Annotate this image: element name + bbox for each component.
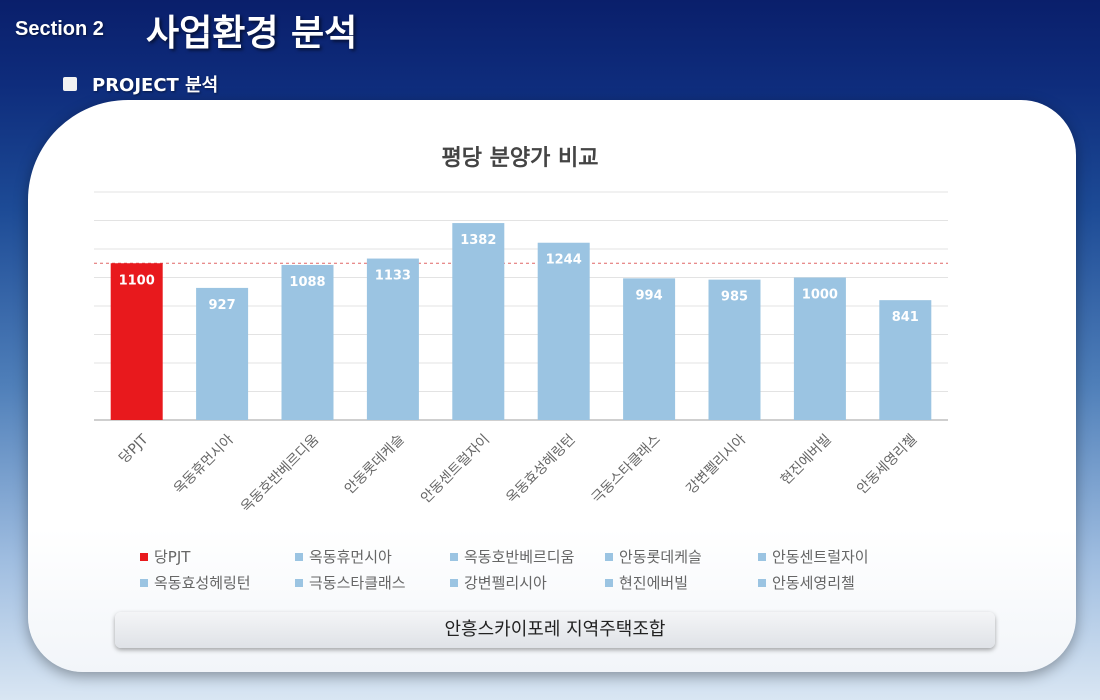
data-label: 927 [209,298,236,313]
x-tick-label: 안동세영리첼 [854,432,920,498]
legend-swatch [450,578,458,587]
bar [196,287,249,420]
data-label: 985 [721,290,748,305]
legend-swatch [450,552,458,561]
legend-swatch [295,552,303,561]
legend-item: 현진에버빌 [605,572,688,593]
legend-swatch [758,552,766,561]
legend-label: 안동센트럴자이 [772,548,869,566]
data-label: 1000 [802,288,838,303]
x-tick-label: 옥동휴먼시아 [171,431,237,497]
legend-swatch [605,552,613,561]
x-tick-label: 극동스타클래스 [589,431,664,506]
legend-item: 당PJT [140,546,190,567]
legend-item: 안동센트럴자이 [758,546,869,567]
bar [879,300,932,420]
legend-swatch [140,552,148,561]
legend-item: 극동스타클래스 [295,572,406,593]
x-tick-label: 당PJT [116,431,152,467]
bar [793,277,846,420]
data-label: 1244 [546,253,582,268]
legend-item: 옥동휴먼시아 [295,546,392,567]
data-label: 994 [636,288,663,303]
section-label: Section 2 [15,18,104,40]
bar [708,279,761,420]
legend-label: 당PJT [154,548,191,566]
section-title: 사업환경 분석 [146,13,358,54]
x-tick-label: 옥동효성헤링턴 [503,432,578,507]
legend-swatch [758,578,766,587]
data-label: 841 [892,310,919,325]
data-label: 1100 [119,273,155,288]
data-label: 1088 [289,275,325,290]
bar [281,264,334,420]
legend-item: 안동롯데케슬 [605,546,702,567]
legend-label: 옥동호반베르디움 [464,548,575,566]
legend-label: 옥동효성헤링턴 [154,574,251,592]
footer-banner: 안흥스카이포레 지역주택조합 [115,612,995,648]
bar [110,263,163,420]
x-tick-label: 현진에버빌 [778,432,835,489]
bar [623,278,676,420]
x-tick-label: 안동센트럴자이 [418,432,493,507]
legend-swatch [605,578,613,587]
x-tick-label: 안동롯데케슬 [342,431,408,497]
legend-label: 안동롯데케슬 [619,548,702,566]
data-label: 1382 [460,233,496,248]
legend-swatch [295,578,303,587]
legend-swatch [140,578,148,587]
legend-item: 안동세영리첼 [758,572,855,593]
legend-label: 옥동휴먼시아 [309,548,392,566]
square-bullet-icon [63,77,77,91]
legend-label: 안동세영리첼 [772,574,855,592]
data-label: 1133 [375,269,411,284]
x-tick-label: 강변펠리시아 [683,431,749,497]
bar [452,223,505,420]
legend-label: 강변펠리시아 [464,574,547,592]
subsection-title: PROJECT 분석 [92,75,219,96]
bar [366,258,419,420]
chart-title: 평당 분양가 비교 [441,146,599,171]
legend-label: 극동스타클래스 [309,574,406,592]
bar [537,242,590,420]
legend-item: 옥동호반베르디움 [450,546,574,567]
legend-item: 옥동효성헤링턴 [140,572,251,593]
legend-label: 현진에버빌 [619,574,689,592]
legend-item: 강변펠리시아 [450,572,547,593]
x-tick-label: 옥동호반베르디움 [238,431,322,515]
